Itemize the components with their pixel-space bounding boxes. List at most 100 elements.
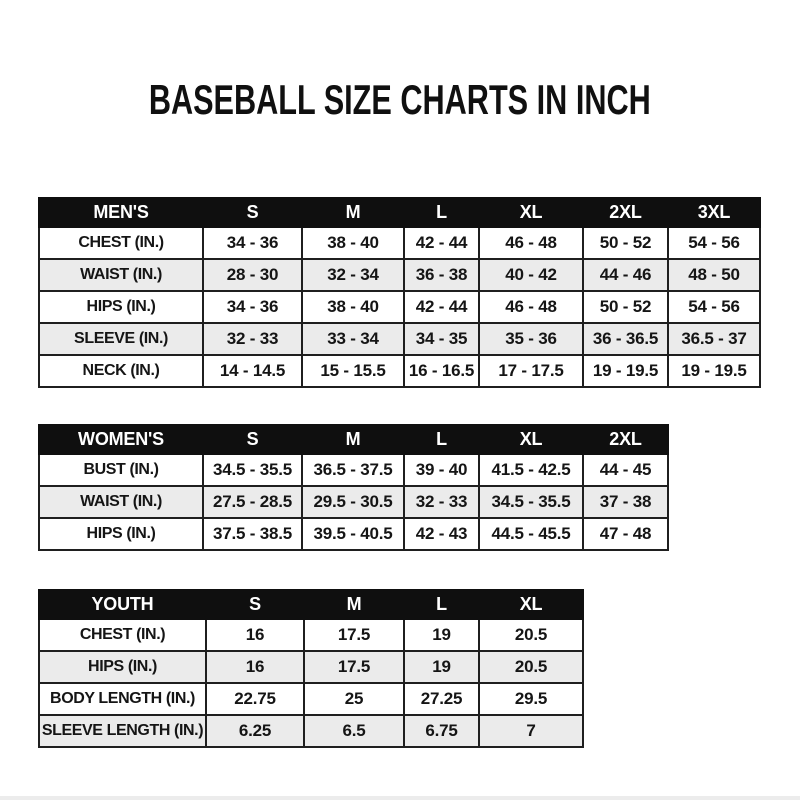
size-value: 32 - 34: [301, 258, 405, 292]
size-value: 20.5: [478, 618, 584, 652]
size-value: 36.5 - 37: [667, 322, 761, 356]
table-row: SLEEVE (IN.) 32 - 33 33 - 34 34 - 35 35 - 36…: [38, 322, 761, 356]
size-column-header: 2XL: [582, 197, 669, 228]
row-label: HIPS (IN.): [38, 290, 204, 324]
table-row: NECK (IN.) 14 - 14.5 15 - 15.5 16 - 16.5 17 …: [38, 354, 761, 388]
table-title-cell: MEN'S: [38, 197, 204, 228]
row-label: BUST (IN.): [38, 453, 204, 487]
size-value: 36 - 36.5: [582, 322, 669, 356]
row-label: HIPS (IN.): [38, 517, 204, 551]
table-row: BUST (IN.) 34.5 - 35.5 36.5 - 37.5 39 - 40 4…: [38, 453, 669, 487]
table-row: CHEST (IN.) 34 - 36 38 - 40 42 - 44 46 - 48 5…: [38, 226, 761, 260]
table-row: BODY LENGTH (IN.) 22.75 25 27.25 29.5: [38, 682, 584, 716]
size-value: 16 - 16.5: [403, 354, 480, 388]
size-value: 44 - 45: [582, 453, 669, 487]
table-row: HIPS (IN.) 16 17.5 19 20.5: [38, 650, 584, 684]
row-label: BODY LENGTH (IN.): [38, 682, 207, 716]
table-row: CHEST (IN.) 16 17.5 19 20.5: [38, 618, 584, 652]
table-row: WAIST (IN.) 28 - 30 32 - 34 36 - 38 40 - 42 4…: [38, 258, 761, 292]
size-value: 33 - 34: [301, 322, 405, 356]
size-column-header: L: [403, 197, 480, 228]
size-value: 19: [403, 650, 480, 684]
size-value: 39.5 - 40.5: [301, 517, 405, 551]
size-value: 19 - 19.5: [582, 354, 669, 388]
size-value: 34.5 - 35.5: [478, 485, 584, 519]
size-value: 50 - 52: [582, 290, 669, 324]
size-value: 41.5 - 42.5: [478, 453, 584, 487]
size-value: 6.25: [205, 714, 305, 748]
row-label: CHEST (IN.): [38, 226, 204, 260]
size-value: 6.5: [303, 714, 405, 748]
page-title: BASEBALL SIZE CHARTS IN INCH: [149, 76, 651, 123]
size-value: 7: [478, 714, 584, 748]
size-value: 50 - 52: [582, 226, 669, 260]
size-value: 36.5 - 37.5: [301, 453, 405, 487]
size-column-header: M: [301, 197, 405, 228]
size-column-header: 2XL: [582, 424, 669, 455]
row-label: SLEEVE LENGTH (IN.): [38, 714, 207, 748]
size-value: 27.5 - 28.5: [202, 485, 303, 519]
size-value: 27.25: [403, 682, 480, 716]
size-value: 36 - 38: [403, 258, 480, 292]
size-value: 42 - 43: [403, 517, 480, 551]
size-column-header: S: [205, 589, 305, 620]
size-column-header: 3XL: [667, 197, 761, 228]
size-value: 25: [303, 682, 405, 716]
size-value: 47 - 48: [582, 517, 669, 551]
mens-size-table: MEN'S S M L XL 2XL 3XL CHEST (IN.) 34 - 36 38 - 4…: [38, 197, 761, 388]
size-value: 17.5: [303, 650, 405, 684]
size-value: 40 - 42: [478, 258, 584, 292]
size-value: 54 - 56: [667, 290, 761, 324]
size-value: 34 - 36: [202, 226, 303, 260]
size-value: 19 - 19.5: [667, 354, 761, 388]
size-value: 22.75: [205, 682, 305, 716]
size-value: 32 - 33: [403, 485, 480, 519]
row-label: CHEST (IN.): [38, 618, 207, 652]
size-value: 14 - 14.5: [202, 354, 303, 388]
size-value: 34 - 35: [403, 322, 480, 356]
size-value: 15 - 15.5: [301, 354, 405, 388]
row-label: WAIST (IN.): [38, 258, 204, 292]
size-value: 20.5: [478, 650, 584, 684]
size-value: 46 - 48: [478, 290, 584, 324]
size-value: 38 - 40: [301, 226, 405, 260]
size-value: 17.5: [303, 618, 405, 652]
size-column-header: XL: [478, 589, 584, 620]
page-title-wrap: BASEBALL SIZE CHARTS IN INCH: [0, 74, 800, 126]
size-value: 38 - 40: [301, 290, 405, 324]
size-value: 32 - 33: [202, 322, 303, 356]
size-value: 48 - 50: [667, 258, 761, 292]
size-value: 34 - 36: [202, 290, 303, 324]
size-value: 16: [205, 650, 305, 684]
size-column-header: XL: [478, 424, 584, 455]
size-column-header: M: [301, 424, 405, 455]
size-value: 44.5 - 45.5: [478, 517, 584, 551]
size-value: 37.5 - 38.5: [202, 517, 303, 551]
size-value: 29.5 - 30.5: [301, 485, 405, 519]
size-value: 6.75: [403, 714, 480, 748]
table-title-cell: WOMEN'S: [38, 424, 204, 455]
bottom-edge-strip: [0, 796, 800, 800]
size-value: 19: [403, 618, 480, 652]
size-value: 29.5: [478, 682, 584, 716]
header-row: WOMEN'S S M L XL 2XL: [38, 424, 669, 455]
size-value: 42 - 44: [403, 226, 480, 260]
size-value: 54 - 56: [667, 226, 761, 260]
size-column-header: S: [202, 197, 303, 228]
size-value: 42 - 44: [403, 290, 480, 324]
size-column-header: XL: [478, 197, 584, 228]
size-value: 35 - 36: [478, 322, 584, 356]
row-label: SLEEVE (IN.): [38, 322, 204, 356]
womens-size-table: WOMEN'S S M L XL 2XL BUST (IN.) 34.5 - 35.5 36.5…: [38, 424, 669, 551]
header-row: MEN'S S M L XL 2XL 3XL: [38, 197, 761, 228]
row-label: HIPS (IN.): [38, 650, 207, 684]
table-row: HIPS (IN.) 37.5 - 38.5 39.5 - 40.5 42 - 43 4…: [38, 517, 669, 551]
row-label: NECK (IN.): [38, 354, 204, 388]
size-value: 34.5 - 35.5: [202, 453, 303, 487]
size-value: 16: [205, 618, 305, 652]
table-row: HIPS (IN.) 34 - 36 38 - 40 42 - 44 46 - 48 50…: [38, 290, 761, 324]
size-column-header: S: [202, 424, 303, 455]
header-row: YOUTH S M L XL: [38, 589, 584, 620]
size-value: 37 - 38: [582, 485, 669, 519]
